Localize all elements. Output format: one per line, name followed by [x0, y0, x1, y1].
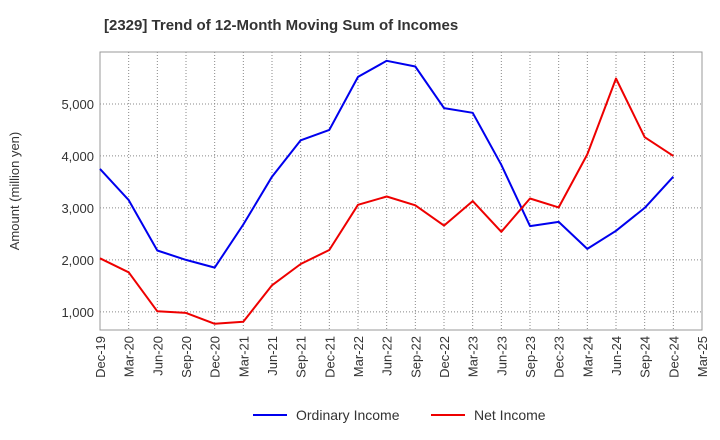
x-tick-label: Mar-22: [351, 336, 366, 377]
x-tick-label: Jun-24: [609, 336, 624, 376]
x-axis-ticks: Dec-19 Mar-20 Jun-20 Sep-20 Dec-20 Mar-21 Jun-…: [93, 336, 710, 378]
x-tick-label: Sep-22: [408, 336, 423, 378]
x-tick-label: Mar-25: [695, 336, 710, 377]
y-tick-label: 3,000: [61, 201, 94, 216]
x-tick-label: Mar-23: [466, 336, 481, 377]
x-tick-label: Dec-20: [208, 336, 223, 378]
series-line-ordinary-income: [99, 59, 675, 269]
legend-label-net-income: Net Income: [474, 407, 546, 423]
x-tick-label: Dec-22: [437, 336, 452, 378]
series-lines: [99, 59, 675, 325]
x-tick-label: Jun-23: [494, 336, 509, 376]
y-axis-label: Amount (million yen): [7, 132, 22, 251]
x-tick-label: Sep-24: [638, 336, 653, 378]
x-tick-label: Dec-23: [552, 336, 567, 378]
grid: [100, 52, 702, 330]
x-tick-label: Dec-19: [93, 336, 108, 378]
x-tick-label: Jun-22: [380, 336, 395, 376]
x-tick-label: Dec-21: [322, 336, 337, 378]
x-tick-label: Sep-23: [523, 336, 538, 378]
chart-title: [2329] Trend of 12-Month Moving Sum of I…: [104, 17, 458, 34]
legend-label-ordinary-income: Ordinary Income: [296, 407, 400, 423]
y-tick-label: 2,000: [61, 253, 94, 268]
x-tick-label: Jun-21: [265, 336, 280, 376]
y-tick-label: 5,000: [61, 97, 94, 112]
legend: Ordinary Income Net Income: [253, 407, 546, 423]
y-axis-ticks: 1,000 2,000 3,000 4,000 5,000: [61, 97, 94, 320]
x-tick-label: Dec-24: [666, 336, 681, 378]
plot-area: [99, 51, 703, 331]
x-tick-label: Mar-20: [122, 336, 137, 377]
x-tick-label: Mar-21: [236, 336, 251, 377]
y-tick-label: 1,000: [61, 305, 94, 320]
x-tick-label: Sep-20: [179, 336, 194, 378]
x-tick-label: Mar-24: [580, 336, 595, 377]
y-tick-label: 4,000: [61, 149, 94, 164]
x-tick-label: Jun-20: [150, 336, 165, 376]
series-line-net-income: [99, 77, 674, 325]
x-tick-label: Sep-21: [294, 336, 309, 378]
